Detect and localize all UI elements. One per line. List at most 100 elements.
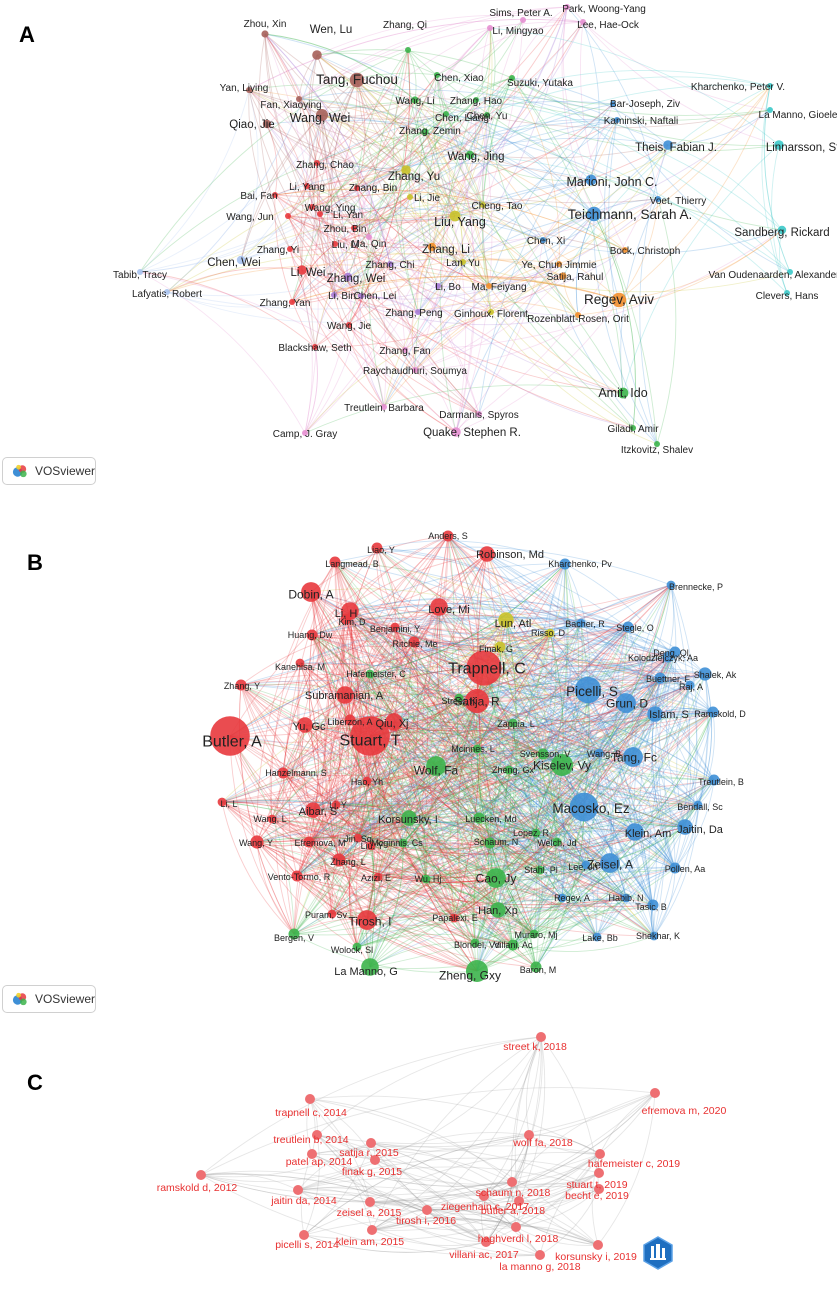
network-edge	[447, 535, 598, 938]
network-edge	[264, 33, 595, 215]
network-edge	[488, 263, 560, 287]
network-edge	[425, 684, 691, 880]
network-edge	[335, 626, 396, 806]
network-edge	[458, 665, 706, 699]
network-edge	[357, 673, 706, 839]
network-edge	[356, 187, 490, 287]
network-edge	[240, 21, 584, 261]
network-edge	[334, 561, 544, 755]
network-edge	[310, 584, 672, 617]
node-theis-fabian-j	[663, 140, 673, 150]
network-edge	[374, 1159, 513, 1185]
network-edge	[316, 1092, 656, 1145]
label-chen-xiao: Chen, Xiao	[434, 73, 484, 84]
node-azizi-e	[373, 872, 383, 882]
network-edge	[166, 54, 318, 293]
label-stuart-t: Stuart, T	[339, 733, 400, 750]
network-edge	[296, 839, 491, 877]
network-edge	[296, 711, 714, 877]
label-villani-ac-2017: villani ac, 2017	[449, 1249, 519, 1261]
network-edge	[221, 801, 333, 915]
network-edge	[304, 346, 318, 434]
network-edge	[549, 563, 566, 634]
network-edge	[564, 622, 587, 866]
network-edge	[475, 27, 492, 101]
network-edge	[512, 869, 541, 946]
network-edge	[368, 236, 416, 371]
network-edge	[485, 1181, 513, 1243]
network-edge	[344, 663, 691, 696]
node-ginhoux-florent	[488, 309, 494, 315]
label-marioni-john-c: Marioni, John C.	[566, 175, 657, 189]
network-edge	[596, 867, 676, 938]
network-edge	[239, 684, 295, 935]
network-edge	[438, 606, 634, 758]
node-risso-d	[545, 628, 555, 638]
network-edge	[515, 1153, 601, 1228]
network-edge	[345, 617, 714, 713]
network-edge	[424, 131, 438, 248]
network-edge	[221, 801, 478, 972]
network-edge	[424, 131, 464, 263]
label-tirosh-i-2016: tirosh i, 2016	[396, 1215, 456, 1227]
network-edge	[447, 535, 627, 899]
network-edge	[349, 563, 566, 721]
network-edge	[620, 198, 659, 394]
network-edge	[525, 1036, 542, 1136]
network-edge	[304, 722, 514, 741]
network-edge	[240, 169, 407, 261]
network-edge	[499, 646, 699, 806]
network-edge	[333, 258, 560, 296]
label-chen-wei: Chen, Wei	[207, 257, 260, 269]
node-subramanian-a	[336, 686, 354, 704]
network-edge	[476, 897, 563, 972]
network-edge	[310, 591, 329, 811]
network-edge	[304, 154, 471, 434]
network-edge	[357, 837, 427, 880]
label-zhang-fan: Zhang, Fan	[379, 346, 430, 357]
label-yan-liying: Yan, Liying	[220, 83, 269, 94]
label-mcginnis-cs: Mcginnis, Cs	[371, 838, 423, 848]
network-edge	[331, 722, 514, 915]
network-edge	[425, 806, 585, 880]
network-edge	[353, 203, 484, 229]
network-edge	[271, 818, 359, 839]
network-edge	[316, 54, 490, 287]
network-edge	[486, 553, 503, 648]
node-bendall-sc	[693, 800, 703, 810]
network-edge	[274, 188, 626, 251]
label-zhang-peng: Zhang, Peng	[385, 308, 442, 319]
network-edge	[485, 1188, 600, 1243]
network-edge	[256, 821, 676, 869]
network-edge	[344, 641, 415, 696]
network-edge	[349, 535, 449, 612]
network-edge	[499, 622, 582, 648]
network-edge	[369, 673, 455, 919]
node-kanehisa-m	[295, 658, 305, 668]
network-edge	[458, 697, 585, 808]
label-kiselev-vy: Kiselev, Vy	[533, 758, 591, 772]
network-edge	[296, 756, 634, 877]
network-edge	[424, 131, 467, 433]
network-edge	[393, 606, 440, 723]
node-satija-r	[464, 688, 490, 714]
network-edge	[308, 841, 499, 911]
network-edge	[369, 876, 382, 968]
network-edge	[434, 765, 476, 944]
network-edge	[486, 27, 496, 116]
network-edge	[353, 212, 456, 229]
network-edge	[311, 1153, 599, 1246]
network-edge	[575, 213, 595, 316]
network-edge	[293, 626, 396, 935]
label-quake-stephen-r: Quake, Stephen R.	[423, 427, 521, 439]
network-edge	[316, 561, 337, 806]
vosviewer-label: VOSviewer	[34, 464, 95, 478]
network-edge	[335, 804, 514, 946]
network-edge	[512, 722, 686, 828]
label-lake-bb: Lake, Bb	[582, 933, 618, 943]
network-edge	[356, 79, 439, 287]
network-edge	[316, 1134, 541, 1256]
network-edge	[360, 295, 419, 313]
network-edge	[344, 694, 627, 899]
network-edge	[407, 49, 626, 251]
